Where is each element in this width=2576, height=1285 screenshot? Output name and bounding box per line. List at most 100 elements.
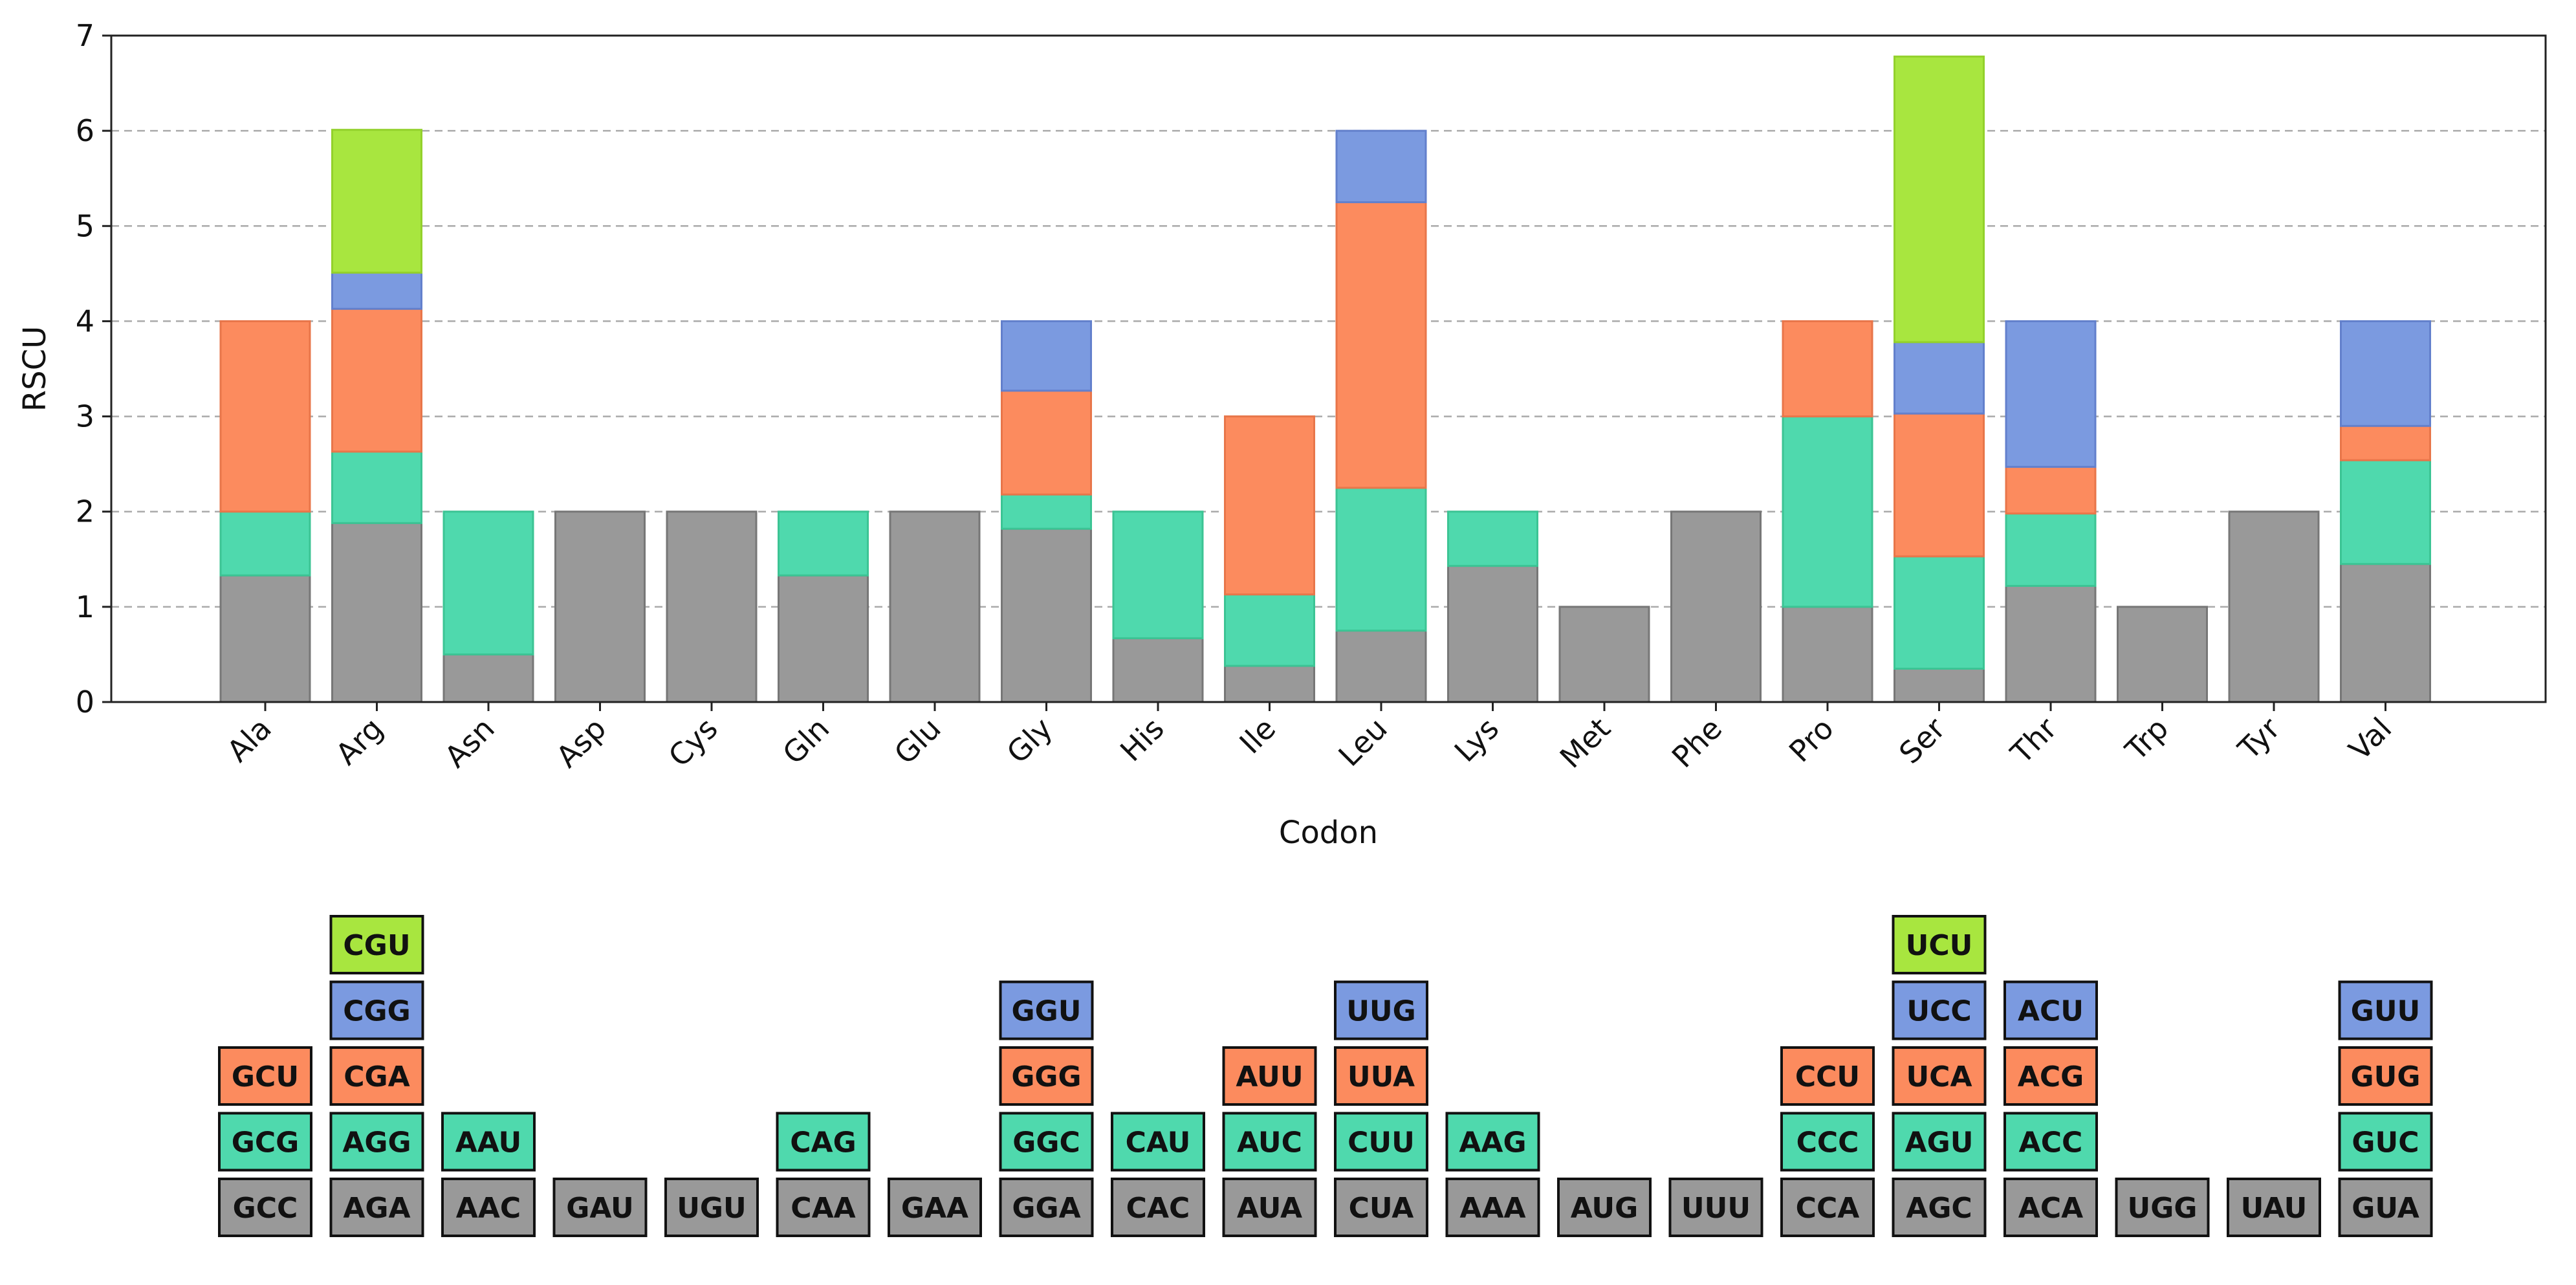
codon-box-ggg: GGG <box>999 1046 1094 1106</box>
codon-box-gcg: GCG <box>218 1112 312 1172</box>
codon-box-aau: AAU <box>441 1112 536 1172</box>
codon-box-bg <box>999 980 1094 1040</box>
codon-label: AUU <box>1236 1060 1303 1093</box>
codon-box-aug: AUG <box>1557 1178 1652 1237</box>
bar-segment-aag <box>1447 511 1538 567</box>
y-tick-label: 7 <box>76 18 94 53</box>
codon-box-bg <box>1557 1178 1652 1237</box>
codon-label: AGG <box>342 1126 411 1159</box>
codon-label: UUG <box>1346 995 1416 1028</box>
codon-box-ccu: CCU <box>1780 1046 1875 1106</box>
bar-segment-gga <box>1001 527 1092 703</box>
stacked-bars <box>219 55 2431 703</box>
codon-label: UCC <box>1906 995 1971 1028</box>
x-axis: Ala Arg Asn Asp Cys Gln Glu Gly His Ile Leu Lys Met P… <box>220 702 2398 775</box>
codon-label: GAU <box>566 1192 634 1225</box>
bar-segment-guu <box>2340 320 2431 427</box>
codon-label: CGA <box>344 1060 409 1093</box>
codon-box-bg <box>2003 980 2098 1040</box>
x-tick-label: Ser <box>1892 711 1952 771</box>
codon-box-aaa: AAA <box>1445 1178 1540 1237</box>
bar-segment-ucu <box>1894 55 1985 344</box>
codon-box-acu: ACU <box>2003 980 2098 1040</box>
codon-label: AAU <box>455 1126 521 1159</box>
bar-segment-ccu <box>1782 320 1873 418</box>
x-tick-label: Gly <box>1000 711 1060 771</box>
bar-segment-cau <box>1112 511 1204 639</box>
x-tick-label: Trp <box>2118 711 2175 768</box>
bar-segment-uuu <box>1670 511 1762 703</box>
y-axis-label: RSCU <box>17 326 53 412</box>
bar-segment-aau <box>442 511 534 655</box>
codon-label: GUA <box>2352 1192 2419 1225</box>
bar-segment-cac <box>1112 637 1204 703</box>
codon-label: ACC <box>2019 1126 2083 1159</box>
codon-label: GUC <box>2352 1126 2419 1159</box>
codon-label: GCU <box>232 1060 299 1093</box>
x-tick-label: Cys <box>662 711 725 774</box>
codon-label: CGU <box>343 929 410 962</box>
x-tick-label: His <box>1113 711 1171 769</box>
codon-label: CAG <box>790 1126 856 1159</box>
codon-box-bg <box>1222 1112 1317 1172</box>
y-tick-label: 1 <box>76 589 94 624</box>
codon-box-agg: AGG <box>329 1112 424 1172</box>
x-axis-label: Codon <box>1279 815 1378 851</box>
bar-segment-cga <box>331 307 422 453</box>
codon-box-cac: CAC <box>1111 1178 1205 1237</box>
x-tick-label: Val <box>2342 711 2398 767</box>
codon-box-bg <box>1780 1178 1875 1237</box>
codon-box-agc: AGC <box>1892 1178 1987 1237</box>
codon-box-bg <box>999 1112 1094 1172</box>
bar-segment-agc <box>1894 668 1985 703</box>
bar-segment-auc <box>1224 593 1315 667</box>
bar-segment-gaa <box>889 511 981 703</box>
bar-segment-auu <box>1224 415 1315 596</box>
codon-box-bg <box>776 1112 871 1172</box>
bar-segment-aca <box>2005 584 2097 703</box>
y-tick-label: 0 <box>76 685 94 719</box>
codon-box-ggu: GGU <box>999 980 1094 1040</box>
codon-box-aua: AUA <box>1222 1178 1317 1237</box>
x-tick-label: Met <box>1553 711 1617 775</box>
bar-segment-guc <box>2340 459 2431 566</box>
codon-box-ugu: UGU <box>664 1178 759 1237</box>
codon-label: GGG <box>1011 1060 1081 1093</box>
codon-label: GGC <box>1012 1126 1080 1159</box>
codon-label: GGU <box>1012 995 1082 1028</box>
codon-box-bg <box>1892 1112 1987 1172</box>
x-tick-label: Pro <box>1782 711 1840 769</box>
codon-label: UCA <box>1906 1060 1972 1093</box>
codon-label: CAU <box>1126 1126 1191 1159</box>
codon-box-bg <box>1334 1046 1428 1106</box>
codon-box-bg <box>1780 1046 1875 1106</box>
codon-label: GCG <box>232 1126 300 1159</box>
codon-box-bg <box>441 1178 536 1237</box>
y-tick-label: 4 <box>76 303 94 338</box>
x-tick-label: Gln <box>776 711 836 771</box>
bar-segment-uau <box>2228 511 2320 703</box>
codon-box-bg <box>2338 1046 2433 1106</box>
codon-label: CGG <box>343 995 411 1028</box>
codon-box-bg <box>1892 1178 1987 1237</box>
codon-box-bg <box>218 1112 312 1172</box>
codon-label: UUA <box>1348 1060 1415 1093</box>
codon-box-bg <box>1334 980 1428 1040</box>
codon-label: AGA <box>343 1192 410 1225</box>
x-tick-label: Ile <box>1232 711 1282 761</box>
x-tick-label: Thr <box>2003 711 2064 771</box>
y-tick-label: 6 <box>76 113 94 148</box>
codon-box-bg <box>329 1178 424 1237</box>
codon-label: AUC <box>1237 1126 1302 1159</box>
codon-box-aca: ACA <box>2003 1178 2098 1237</box>
y-tick-label: 2 <box>76 494 94 529</box>
codon-box-aac: AAC <box>441 1178 536 1237</box>
bar-segment-aac <box>442 653 534 703</box>
bar-segment-ugu <box>666 511 758 703</box>
codon-label: ACA <box>2018 1192 2083 1225</box>
codon-box-cau: CAU <box>1111 1112 1205 1172</box>
codon-label: AUG <box>1571 1192 1639 1225</box>
bar-segment-cua <box>1335 630 1427 703</box>
bar-segment-uca <box>1894 412 1985 558</box>
bar-segment-ggu <box>1001 320 1092 392</box>
